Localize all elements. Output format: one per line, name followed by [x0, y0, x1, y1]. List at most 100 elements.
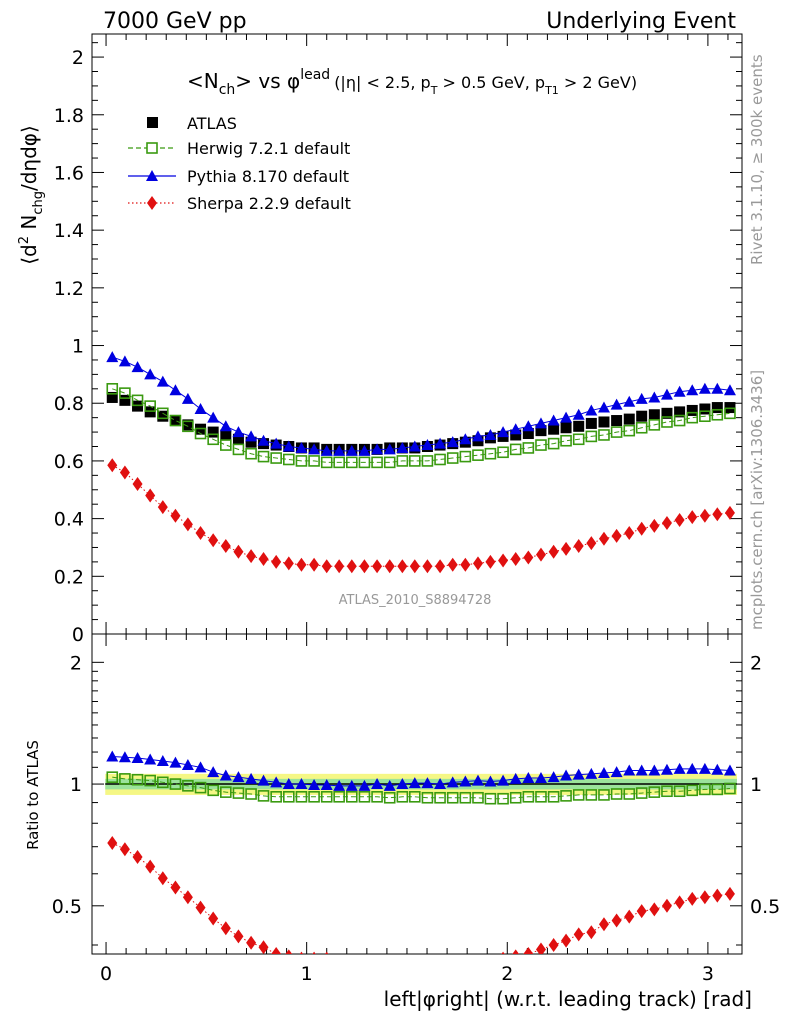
ratio-point-pythia	[270, 776, 283, 788]
main-point-pythia	[522, 420, 535, 432]
main-point-sherpa	[661, 515, 672, 530]
ratio-point-herwig	[333, 791, 345, 803]
main-point-sherpa	[397, 559, 408, 574]
main-point-herwig	[383, 456, 396, 469]
main-point-pythia	[509, 423, 522, 435]
ratio-point-pythia	[585, 767, 598, 779]
main-point-pythia	[484, 428, 497, 440]
ratio-point-herwig	[245, 788, 257, 800]
main-point-sherpa	[321, 559, 332, 574]
main-point-pythia	[711, 382, 724, 394]
main-point-herwig	[144, 400, 156, 412]
ratio-point-sherpa	[535, 942, 546, 954]
main-point-herwig	[509, 443, 522, 456]
x-tick-label-3: 3	[702, 963, 714, 985]
ratio-point-sherpa	[325, 951, 329, 954]
ratio-point-pythia	[308, 778, 321, 790]
ratio-point-pythia	[106, 750, 119, 762]
ratio-point-sherpa	[359, 954, 369, 968]
main-point-pythia	[597, 401, 610, 413]
main-point-herwig	[686, 411, 699, 424]
main-point-sherpa	[674, 513, 685, 528]
ratio-point-sherpa	[285, 949, 293, 954]
main-point-sherpa	[636, 521, 647, 536]
main-point-pythia	[156, 375, 169, 387]
main-point-sherpa	[119, 465, 130, 480]
ratio-point-herwig	[131, 773, 144, 786]
main-point-atlas	[611, 415, 623, 427]
ratio-point-sherpa	[312, 951, 316, 954]
main-point-pythia	[333, 444, 346, 456]
ratio-point-pythia	[547, 771, 560, 783]
ratio-point-sherpa	[448, 956, 458, 970]
ratio-point-sherpa	[501, 951, 505, 954]
legend-marker-sherpa	[147, 196, 157, 210]
main-point-herwig	[497, 446, 509, 459]
main-point-atlas	[661, 407, 673, 419]
main-point-pythia	[396, 441, 409, 453]
legend-marker-herwig	[146, 142, 158, 154]
ratio-point-pythia	[383, 779, 396, 791]
mcplots-label: mcplots.cern.ch [arXiv:1306.3436]	[748, 370, 766, 630]
legend-marker-pythia	[146, 170, 158, 181]
ratio-point-pythia	[118, 751, 131, 763]
main-point-pythia	[471, 430, 484, 442]
main-point-sherpa	[208, 533, 219, 548]
ratio-ylabel: Ratio to ATLAS	[24, 740, 42, 850]
x-tick-label-1: 1	[301, 963, 313, 985]
ratio-point-pythia	[245, 772, 258, 784]
ratio-point-herwig	[157, 776, 169, 789]
ratio-point-pythia	[711, 763, 724, 775]
ratio-point-pythia	[181, 758, 194, 770]
main-point-herwig	[257, 450, 270, 463]
main-point-pythia	[459, 433, 472, 445]
ratio-point-herwig	[283, 791, 295, 803]
ratio-point-sherpa	[523, 947, 534, 954]
main-point-herwig	[131, 394, 144, 407]
main-point-herwig	[661, 416, 673, 428]
main-point-herwig	[610, 426, 623, 438]
main-point-pythia	[648, 391, 661, 403]
main-point-sherpa	[220, 539, 231, 554]
ratio-point-pythia	[560, 769, 573, 781]
ratio-ytick-label-1: 1	[70, 774, 82, 796]
ratio-point-sherpa	[598, 917, 609, 932]
ratio-point-sherpa	[674, 895, 685, 910]
ratio-point-sherpa	[687, 891, 698, 906]
ratio-point-herwig	[711, 783, 724, 796]
legend-entry-sherpa: Sherpa 2.2.9 default	[128, 194, 351, 213]
main-point-atlas	[169, 415, 181, 427]
main-point-sherpa	[548, 544, 559, 559]
ratio-point-pythia	[295, 778, 308, 790]
plot-title: <Nch> vs φlead (|η| < 2.5, pT > 0.5 GeV, …	[187, 67, 637, 98]
ratio-point-sherpa	[246, 935, 257, 950]
ratio-point-pythia	[194, 761, 207, 773]
ratio-point-sherpa	[712, 888, 723, 903]
main-point-pythia	[106, 351, 119, 363]
main-point-pythia	[371, 443, 384, 455]
ratio-point-pythia	[635, 764, 648, 776]
main-point-sherpa	[384, 559, 395, 574]
ratio-ytick-label-0: 0.5	[52, 896, 82, 918]
main-point-herwig	[547, 437, 560, 450]
ratio-point-herwig	[724, 782, 736, 795]
main-point-pythia	[383, 443, 396, 455]
main-point-herwig	[371, 456, 383, 469]
ratio-point-herwig	[308, 791, 320, 803]
main-point-herwig	[396, 455, 409, 467]
main-point-sherpa	[611, 528, 622, 543]
ratio-point-pythia	[232, 771, 245, 783]
ratio-point-herwig	[232, 787, 245, 799]
ratio-ytick-label-2: 2	[70, 652, 82, 674]
main-point-pythia	[257, 434, 270, 446]
ratio-point-herwig	[207, 784, 219, 797]
main-point-atlas	[560, 422, 572, 434]
ratio-point-herwig	[371, 791, 383, 803]
main-point-sherpa	[573, 539, 584, 554]
main-point-herwig	[434, 453, 446, 466]
ratio-point-sherpa	[170, 880, 181, 895]
ratio-point-pythia	[434, 778, 447, 790]
ratio-point-sherpa	[548, 937, 559, 952]
main-point-sherpa	[107, 458, 118, 473]
ratio-line-herwig	[112, 776, 730, 800]
